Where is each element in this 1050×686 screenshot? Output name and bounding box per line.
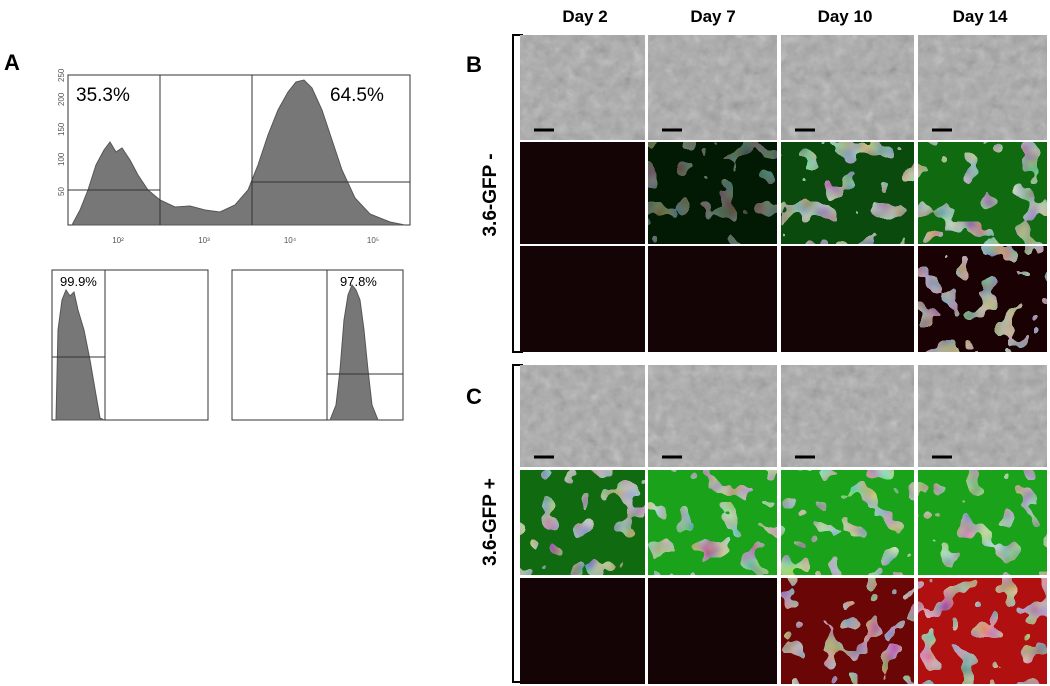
texture (520, 470, 645, 575)
micrograph (781, 246, 914, 352)
texture (918, 142, 1047, 244)
y-tick-label: 250 (57, 68, 66, 82)
gate-label: 99.9% (60, 274, 97, 289)
texture (520, 35, 645, 140)
column-header: Day 7 (690, 7, 735, 26)
gate-label: 35.3% (76, 85, 130, 106)
gate-label: 97.8% (340, 274, 377, 289)
texture (918, 365, 1047, 467)
row-label: 3.6-GFP + (480, 478, 501, 566)
texture (918, 470, 1047, 575)
x-tick-label: 10³ (198, 236, 210, 245)
texture (918, 246, 1047, 352)
column-header: Day 2 (562, 7, 607, 26)
x-tick-label: 10² (112, 236, 124, 245)
texture (648, 35, 777, 140)
micrograph (520, 142, 645, 244)
panel-label: B (466, 52, 482, 77)
texture (918, 35, 1047, 140)
texture (918, 578, 1047, 684)
panel-label: A (4, 50, 20, 75)
row-label: 3.6-GFP - (480, 153, 501, 236)
histogram-bottom-right: 97.8% (231, 269, 404, 421)
micrograph (520, 578, 645, 684)
gate-label: 64.5% (330, 85, 384, 106)
x-tick-label: 10⁴ (284, 236, 297, 245)
y-tick-label: 50 (57, 187, 66, 196)
texture (648, 470, 777, 575)
y-tick-label: 100 (57, 152, 66, 166)
texture (781, 365, 914, 467)
histogram-top: 35.3% 64.5% 10² 10³ 10⁴ 10⁵ 50 100 150 2… (57, 68, 411, 245)
micrograph (648, 246, 777, 352)
column-header: Day 14 (953, 7, 1008, 26)
bracket (512, 34, 523, 353)
bracket (512, 364, 523, 683)
panel-label: C (466, 384, 482, 409)
histogram-bottom-left: 99.9% (51, 269, 209, 421)
micrograph (520, 246, 645, 352)
texture (781, 142, 914, 244)
y-tick-label: 150 (57, 122, 66, 136)
micrograph (648, 578, 777, 684)
texture (781, 35, 914, 140)
image-grid (520, 35, 1047, 684)
y-tick-label: 200 (57, 92, 66, 106)
x-tick-label: 10⁵ (367, 236, 379, 245)
texture (520, 365, 645, 467)
column-header: Day 10 (818, 7, 873, 26)
texture (648, 365, 777, 467)
texture (781, 470, 914, 575)
texture (648, 142, 777, 244)
texture (781, 578, 914, 684)
